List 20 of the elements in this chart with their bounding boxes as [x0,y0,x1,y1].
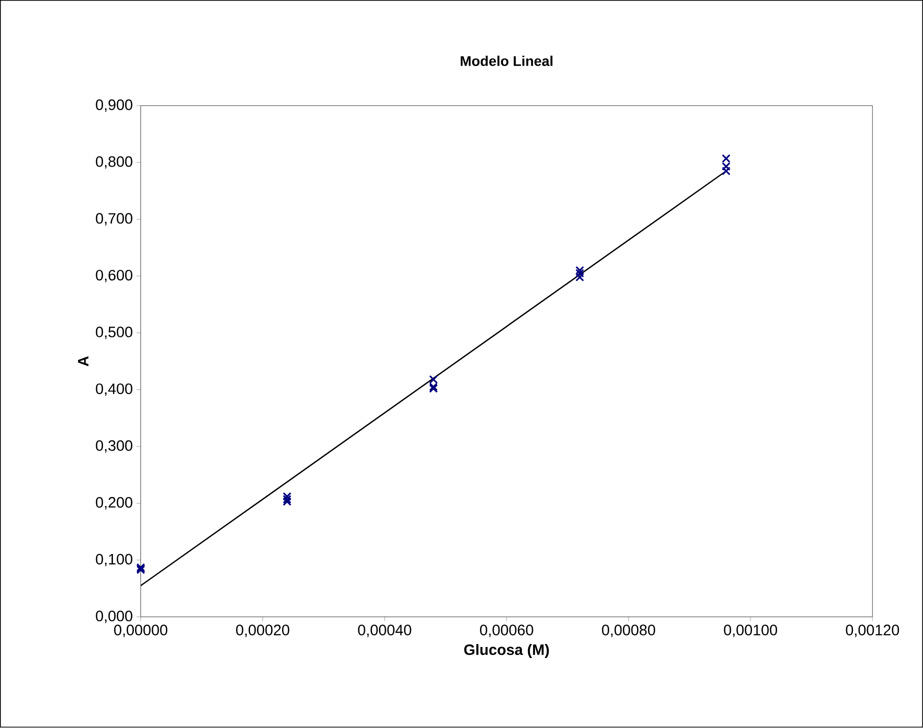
x-tick-label: 0,00000 [114,624,168,638]
chart-title: Modelo Lineal [460,56,552,66]
y-tick-label: 0,100 [96,554,132,567]
x-tick-label: 0,00060 [480,624,534,638]
y-tick-label: 0,300 [96,440,132,453]
x-axis-title: Glucosa (M) [464,644,549,658]
y-tick-label: 0,000 [96,610,132,624]
y-tick-label: 0,800 [96,156,132,169]
x-tick-label: 0,00040 [358,624,412,638]
y-tick-label: 0,600 [96,270,132,282]
x-tick-label: 0,00080 [602,624,656,638]
y-tick-label: 0,200 [96,497,132,510]
x-tick-label: 0,00100 [724,624,778,638]
y-tick-label: 0,700 [96,213,132,226]
x-tick-label: 0,00120 [846,624,900,638]
y-tick-label: 0,500 [96,326,132,340]
y-tick-label: 0,400 [96,384,132,396]
y-axis-title: A [78,356,88,367]
x-tick-label: 0,00020 [236,624,290,638]
y-tick-label: 0,900 [96,100,132,112]
